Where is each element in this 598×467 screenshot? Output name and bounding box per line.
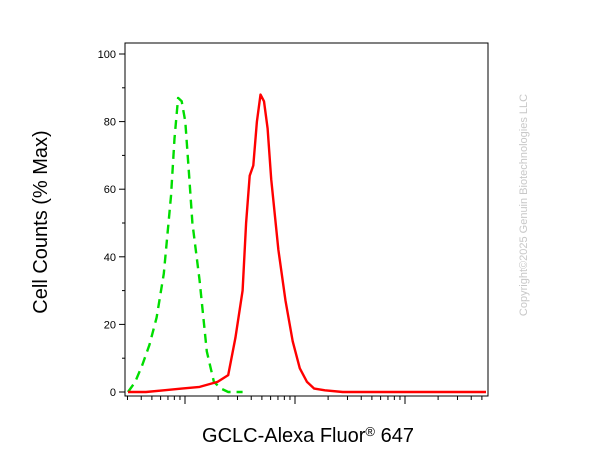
- copyright-watermark: Copyright©2025 Genuin Biotechnologies LL…: [518, 94, 530, 316]
- plot-frame: [124, 42, 489, 397]
- y-tick-label: 60: [104, 184, 116, 196]
- y-tick-label: 40: [104, 252, 116, 264]
- x-axis-title-registered: ®: [365, 424, 375, 439]
- x-axis-title-main: GCLC-Alexa Fluor: [202, 425, 366, 447]
- x-axis-title: GCLC-Alexa Fluor® 647: [202, 424, 414, 447]
- y-tick-label: 80: [104, 117, 116, 129]
- x-axis-ticks: [126, 396, 483, 404]
- y-axis-title: Cell Counts (% Max): [30, 130, 52, 313]
- y-tick-label: 0: [110, 387, 116, 399]
- series-line-0: [127, 96, 243, 394]
- y-axis-ticks: 0 20 40 60 80 100: [98, 49, 125, 399]
- y-tick-label: 20: [104, 319, 116, 331]
- series-layer: [127, 93, 486, 394]
- x-axis-title-tail: 647: [375, 425, 414, 447]
- y-tick-label: 100: [98, 49, 116, 61]
- series-line-1: [128, 93, 486, 394]
